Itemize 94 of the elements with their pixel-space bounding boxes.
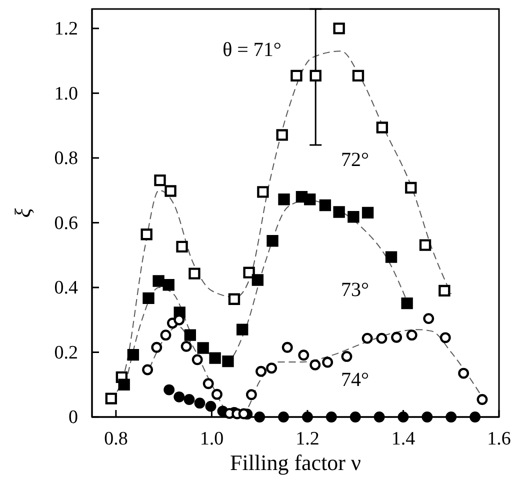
point (322, 356, 334, 368)
point (197, 342, 209, 354)
point (376, 332, 388, 344)
y-tick-label: 1.0 (54, 83, 78, 104)
point (423, 313, 434, 324)
y-tick-label: 0.6 (54, 212, 78, 234)
point (333, 206, 345, 218)
point (257, 186, 269, 198)
point (164, 185, 176, 197)
point (142, 292, 154, 304)
point (282, 342, 293, 353)
point (180, 340, 192, 352)
point (438, 284, 450, 297)
point (440, 332, 451, 344)
point (118, 378, 130, 390)
point (350, 412, 361, 422)
point (276, 129, 288, 141)
point (348, 211, 360, 223)
point (212, 388, 222, 400)
x-tick-label: 1.4 (391, 428, 416, 450)
point (446, 412, 457, 422)
point (176, 240, 188, 253)
y-tick-label: 0 (68, 407, 78, 428)
point (419, 239, 432, 251)
point (319, 199, 332, 212)
x-tick-label: 1.0 (200, 428, 224, 450)
point (476, 394, 488, 405)
point (164, 384, 175, 396)
point (174, 391, 185, 402)
point (228, 293, 240, 305)
point (188, 268, 200, 280)
point (184, 394, 195, 405)
point (152, 275, 164, 287)
point (298, 350, 310, 361)
point (205, 400, 216, 412)
point (302, 412, 313, 422)
point (254, 412, 266, 422)
x-tick-label: 1.2 (296, 428, 320, 450)
point (209, 352, 221, 364)
y-tick-label: 1.2 (54, 18, 78, 40)
point (470, 412, 481, 422)
annotation: θ = 71° (222, 39, 282, 61)
point (266, 362, 278, 374)
point (362, 332, 373, 344)
point (391, 332, 402, 343)
point (290, 70, 302, 82)
point (192, 354, 203, 366)
point (458, 368, 470, 379)
y-axis-title: ξ (10, 208, 35, 218)
annotation: 73° (341, 279, 369, 301)
point (140, 228, 152, 240)
point (142, 364, 154, 376)
point (333, 22, 345, 34)
point (310, 70, 322, 82)
point (243, 266, 255, 278)
point (266, 235, 278, 247)
point (278, 194, 290, 206)
annotation: 74° (341, 369, 369, 391)
point (202, 378, 214, 390)
y-tick-label: 0.8 (54, 148, 78, 170)
point (422, 412, 433, 422)
point (278, 412, 289, 422)
point (105, 392, 117, 404)
y-tick-label: 0.2 (54, 342, 78, 364)
point (304, 194, 316, 206)
point (326, 412, 337, 422)
point (184, 329, 196, 341)
point (154, 174, 166, 186)
point (252, 274, 264, 286)
x-tick-label: 1.6 (487, 428, 511, 450)
point (362, 206, 374, 219)
annotation: 72° (341, 149, 369, 171)
point (222, 355, 234, 368)
point (256, 366, 266, 377)
point (194, 398, 206, 409)
x-tick-label: 0.8 (104, 428, 128, 450)
point (405, 182, 417, 194)
point (127, 348, 140, 361)
point (398, 412, 409, 422)
point (310, 359, 321, 370)
point (374, 412, 385, 422)
point (401, 298, 413, 310)
point (352, 70, 364, 82)
point (376, 122, 388, 134)
point (162, 279, 174, 291)
point (236, 324, 248, 336)
x-axis-title: Filling factor ν (230, 450, 362, 475)
point (385, 251, 398, 263)
y-tick-label: 0.4 (54, 278, 78, 299)
point (151, 342, 162, 353)
point (341, 350, 352, 362)
point (160, 330, 172, 341)
point (406, 330, 418, 341)
point (246, 389, 257, 400)
